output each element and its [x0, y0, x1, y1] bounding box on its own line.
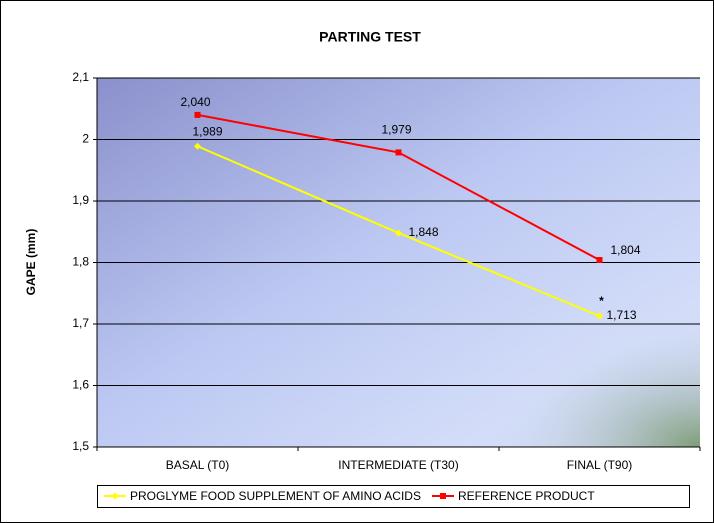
legend-label: REFERENCE PRODUCT — [458, 489, 595, 503]
point — [395, 229, 402, 237]
chart-title: PARTING TEST — [319, 29, 421, 45]
data-label: 2,040 — [180, 95, 210, 109]
point — [111, 492, 119, 500]
y-tick-label: 1,9 — [72, 193, 89, 207]
y-axis-title: GAPE (mm) — [24, 229, 38, 296]
y-tick-label: 1,7 — [72, 316, 89, 330]
point — [194, 142, 201, 150]
data-label: 1,979 — [381, 123, 411, 137]
point — [395, 149, 402, 156]
data-label: 1,989 — [192, 124, 222, 138]
x-tick-label: INTERMEDIATE (T30) — [338, 458, 458, 472]
point — [194, 111, 201, 118]
legend-label: PROGLYME FOOD SUPPLEMENT OF AMINO ACIDS — [130, 489, 421, 503]
y-tick-label: 1,8 — [72, 255, 89, 269]
y-tick-label: 2 — [82, 132, 89, 146]
point — [596, 257, 603, 264]
x-tick-label: FINAL (T90) — [567, 458, 633, 472]
y-tick-label: 1,6 — [72, 378, 89, 392]
y-tick-label: 1,5 — [72, 439, 89, 453]
x-tick-label: BASAL (T0) — [166, 458, 230, 472]
point — [440, 493, 446, 499]
data-label: 1,848 — [408, 225, 438, 239]
point — [596, 312, 603, 320]
data-label: 1,804 — [610, 243, 640, 257]
legend — [97, 485, 690, 508]
data-label: 1,713 — [606, 308, 636, 322]
annotation: * — [599, 294, 604, 308]
y-tick-label: 2,1 — [72, 70, 89, 84]
